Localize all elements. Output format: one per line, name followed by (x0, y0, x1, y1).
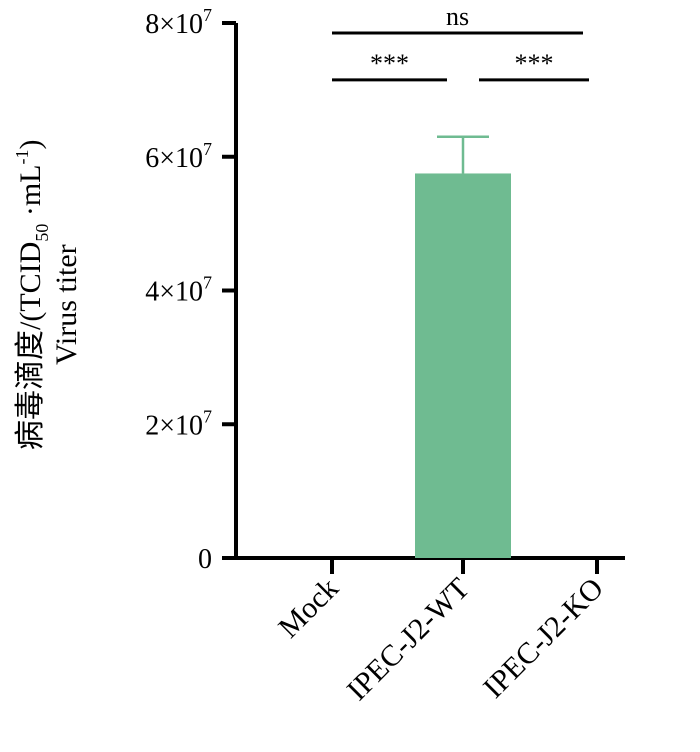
bar-ipec-j2-wt (415, 173, 511, 558)
x-category-label-0: Mock (272, 572, 345, 645)
y-tick-label-1: 2×107 (145, 406, 212, 441)
x-category-label-2: IPEC-J2-KO (477, 572, 610, 705)
x-category-label-1: IPEC-J2-WT (341, 572, 476, 707)
significance-label-1: *** (370, 49, 409, 78)
y-axis-label-line2: Virus titer (50, 244, 83, 365)
y-tick-label-0: 0 (198, 544, 212, 575)
significance-label-2: *** (515, 49, 554, 78)
y-axis-label: 病毒滴度/(TCID50 ·mL-1) Virus titer (12, 140, 83, 450)
y-axis-label-line1: 病毒滴度/(TCID50 ·mL-1) (12, 140, 52, 450)
y-tick-label-3: 6×107 (145, 139, 212, 174)
significance-label-0: ns (446, 2, 469, 31)
y-tick-label-4: 8×107 (145, 5, 212, 40)
y-tick-label-2: 4×107 (145, 273, 212, 308)
